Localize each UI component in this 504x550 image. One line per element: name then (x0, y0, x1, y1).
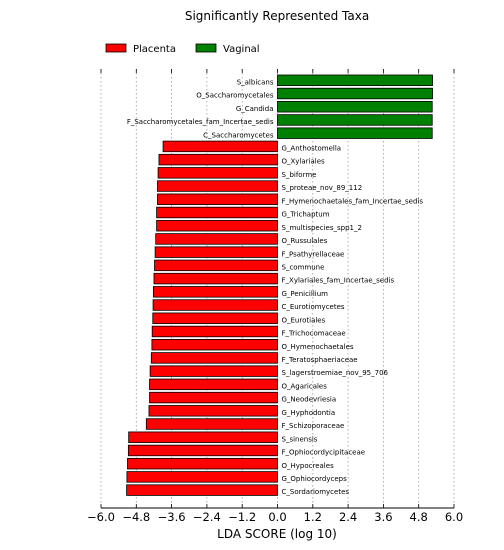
bar-S_lagerstroemiae_nov_95_706 (149, 365, 278, 377)
x-tick-label: 3.6 (374, 510, 392, 524)
bars (126, 74, 433, 496)
legend-label-placenta: Placenta (133, 44, 176, 55)
bar-label-G_Ophiocordyceps: G_Ophiocordyceps (282, 475, 348, 483)
bar-F_Xylariales_fam_Incertae_sedis (153, 272, 278, 285)
legend-swatch-placenta (105, 43, 127, 53)
bar-F_Saccharomycetales_fam_Incertae_sedis (277, 114, 433, 126)
x-tick-label: 0.0 (268, 510, 286, 524)
x-tick-label: −3.6 (158, 510, 186, 524)
bar-label-F_Saccharomycetales_fam_Incertae_sedis: F_Saccharomycetales_fam_Incertae_sedis (127, 118, 274, 126)
bar-label-G_Trichaptum: G_Trichaptum (282, 211, 330, 219)
bar-label-G_Anthostomella: G_Anthostomella (282, 145, 342, 153)
x-tick-label: 2.4 (339, 510, 357, 524)
bar-label-F_Psathyrellaceae: F_Psathyrellaceae (282, 250, 345, 258)
x-axis-ticks: −6.0 −4.8 −3.6 −2.4 −1.2 0.0 1.2 2.4 3.6 4.8 6.0 (87, 69, 463, 524)
bar-label-C_Eurotiomycetes: C_Eurotiomycetes (282, 303, 345, 311)
x-tick-label: −2.4 (193, 510, 221, 524)
bar-O_Saccharomycetales (277, 87, 433, 100)
bar-C_Eurotiomycetes (152, 299, 278, 311)
bar-G_Ophiocordyceps (126, 471, 278, 483)
bar-F_Schizoporaceae (145, 418, 278, 430)
bar-label-O_Hymenochaetales: O_Hymenochaetales (282, 343, 354, 351)
bar-labels: S_albicans O_Saccharomycetales G_Candida F_… (127, 78, 424, 496)
bar-label-G_Neodevriesia: G_Neodevriesia (282, 396, 337, 404)
bar-label-S_multispecies_spp1_2: S_multispecies_spp1_2 (282, 224, 362, 232)
bar-label-O_Xylariales: O_Xylariales (282, 158, 326, 166)
bar-O_Xylariales (158, 153, 278, 166)
bar-label-S_commune: S_commune (282, 263, 325, 271)
bar-label-O_Russulales: O_Russulales (282, 237, 328, 245)
bar-label-F_Teratosphaeriaceae: F_Teratosphaeriaceae (282, 356, 358, 364)
bar-S_commune (154, 259, 278, 272)
bar-label-O_Saccharomycetales: O_Saccharomycetales (196, 92, 274, 100)
bar-G_Penicillium (152, 286, 278, 298)
bar-label-O_Hypocreales: O_Hypocreales (282, 462, 335, 470)
legend-label-vaginal: Vaginal (223, 44, 260, 55)
x-tick-label: 1.2 (304, 510, 322, 524)
x-tick-label: −6.0 (87, 510, 115, 524)
chart-title: Significantly Represented Taxa (185, 9, 369, 23)
bar-label-C_Saccharomycetes: C_Saccharomycetes (203, 131, 274, 139)
bar-S_albicans (277, 74, 433, 87)
legend: Placenta Vaginal (105, 43, 260, 55)
bar-G_Candida (277, 101, 433, 113)
bar-label-G_Hyphodontia: G_Hyphodontia (282, 409, 336, 417)
bar-F_Trichocomaceae (151, 325, 278, 338)
bar-O_Agaricales (149, 378, 278, 391)
x-tick-label: 4.8 (410, 510, 428, 524)
bar-label-F_Ophiocordycipitaceae: F_Ophiocordycipitaceae (282, 449, 366, 457)
bar-label-F_Schizoporaceae: F_Schizoporaceae (282, 422, 345, 430)
legend-swatch-vaginal (195, 43, 217, 53)
bar-O_Hypocreales (127, 457, 278, 470)
bar-F_Teratosphaeriaceae (150, 352, 278, 364)
bar-label-C_Sordariomycetes: C_Sordariomycetes (282, 488, 350, 496)
x-tick-label: −4.8 (122, 510, 150, 524)
bar-label-F_Hymenochaetales_fam_Incertae_sedis: F_Hymenochaetales_fam_Incertae_sedis (282, 197, 424, 205)
bar-label-F_Xylariales_fam_Incertae_sedis: F_Xylariales_fam_Incertae_sedis (282, 277, 395, 285)
bar-label-S_biforme: S_biforme (282, 171, 317, 179)
bar-label-O_Eurotiales: O_Eurotiales (282, 316, 326, 324)
bar-label-G_Penicillium: G_Penicillium (282, 290, 329, 298)
x-tick-label: 6.0 (445, 510, 463, 524)
bar-F_Ophiocordycipitaceae (127, 444, 278, 457)
bar-label-S_lagerstroemiae_nov_95_706: S_lagerstroemiae_nov_95_706 (282, 369, 389, 377)
bar-O_Russulales (155, 233, 278, 245)
x-axis-label: LDA SCORE (log 10) (217, 527, 337, 541)
bar-G_Hyphodontia (148, 405, 278, 417)
bar-label-G_Candida: G_Candida (236, 105, 274, 113)
bar-label-S_proteae_nov_89_112: S_proteae_nov_89_112 (282, 184, 363, 192)
bar-C_Saccharomycetes (277, 127, 433, 139)
bar-label-F_Trichocomaceae: F_Trichocomaceae (282, 330, 346, 338)
bar-S_multispecies_spp1_2 (156, 220, 278, 232)
bar-F_Hymenochaetales_fam_Incertae_sedis (157, 193, 278, 205)
x-tick-label: −1.2 (228, 510, 256, 524)
bar-label-S_albicans: S_albicans (237, 78, 274, 86)
bar-S_biforme (157, 167, 278, 179)
bar-S_proteae_nov_89_112 (157, 180, 278, 192)
bar-label-S_sinensis: S_sinensis (282, 435, 318, 443)
bar-G_Trichaptum (156, 206, 278, 219)
bar-G_Anthostomella (162, 140, 278, 153)
bar-S_sinensis (128, 431, 278, 443)
bar-O_Eurotiales (152, 312, 278, 324)
bar-O_Hymenochaetales (151, 338, 278, 351)
bar-G_Neodevriesia (149, 391, 278, 404)
bar-C_Sordariomycetes (126, 484, 278, 496)
bar-F_Psathyrellaceae (154, 246, 278, 258)
bar-label-O_Agaricales: O_Agaricales (282, 382, 328, 390)
